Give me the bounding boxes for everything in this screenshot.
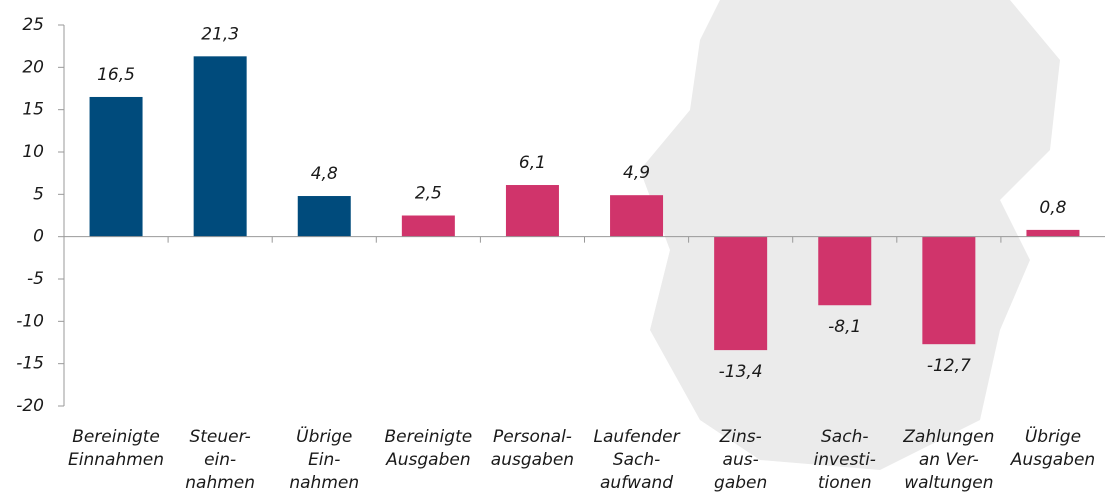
x-tick-label: Übrige — [1025, 425, 1081, 447]
bar — [89, 96, 143, 237]
bar — [297, 196, 351, 237]
y-tick-label: -10 — [16, 311, 44, 331]
x-tick-label: Sach- — [613, 450, 660, 470]
bar — [1026, 229, 1080, 237]
x-tick-label: an Ver- — [919, 450, 979, 470]
x-tick-label: nahmen — [289, 473, 359, 493]
background-map — [640, 0, 1060, 470]
value-label: 2,5 — [415, 184, 442, 204]
x-tick-label: tionen — [818, 473, 872, 493]
y-tick-label: 20 — [22, 57, 44, 77]
x-tick-label: Personal- — [493, 427, 572, 447]
x-tick-label: Zins- — [719, 427, 762, 447]
value-label: -12,7 — [927, 356, 971, 376]
value-label: 6,1 — [519, 153, 546, 173]
value-label: -13,4 — [719, 362, 763, 382]
bar — [922, 236, 976, 345]
y-tick-label: 25 — [22, 15, 44, 35]
x-tick-label: aufwand — [600, 473, 673, 493]
x-tick-label: nahmen — [185, 473, 255, 493]
bar — [505, 185, 559, 237]
y-tick-label: 10 — [22, 142, 44, 162]
value-label: 21,3 — [201, 24, 239, 44]
x-tick-label: Bereinigte — [72, 427, 160, 447]
bar — [714, 236, 768, 351]
y-tick-label: 0 — [33, 227, 44, 247]
x-tick-label: investi- — [814, 450, 876, 470]
x-tick-label: ausgaben — [491, 450, 574, 470]
value-label: 4,8 — [311, 164, 338, 184]
x-tick-label: Ausgaben — [1010, 450, 1096, 470]
y-tick-label: 5 — [33, 184, 44, 204]
x-tick-label: gaben — [714, 473, 767, 493]
x-tick-label: Bereinigte — [384, 427, 472, 447]
x-tick-label: Ausgaben — [385, 450, 471, 470]
value-label: -8,1 — [828, 317, 861, 337]
bar — [193, 56, 247, 237]
y-tick-label: 15 — [22, 100, 44, 120]
x-tick-label: Steuer- — [189, 427, 250, 447]
value-label: 4,9 — [623, 163, 650, 183]
bar — [610, 195, 664, 237]
y-tick-label: -15 — [16, 354, 44, 374]
x-tick-label: Zahlungen — [902, 427, 994, 447]
x-tick-label: aus- — [723, 450, 759, 470]
x-tick-label: ein- — [204, 450, 236, 470]
bar — [401, 215, 455, 237]
bar — [818, 236, 872, 306]
value-label: 0,8 — [1039, 198, 1066, 218]
y-tick-label: -20 — [16, 396, 44, 416]
x-tick-label: Sach- — [821, 427, 868, 447]
value-label: 16,5 — [97, 65, 135, 85]
x-tick-label: waltungen — [904, 473, 993, 493]
x-tick-label: Einnahmen — [68, 450, 164, 470]
y-tick-label: -5 — [27, 269, 44, 289]
x-tick-label: Ein- — [308, 450, 340, 470]
x-tick-label: Laufender — [593, 427, 680, 447]
x-tick-label: Übrige — [296, 425, 352, 447]
